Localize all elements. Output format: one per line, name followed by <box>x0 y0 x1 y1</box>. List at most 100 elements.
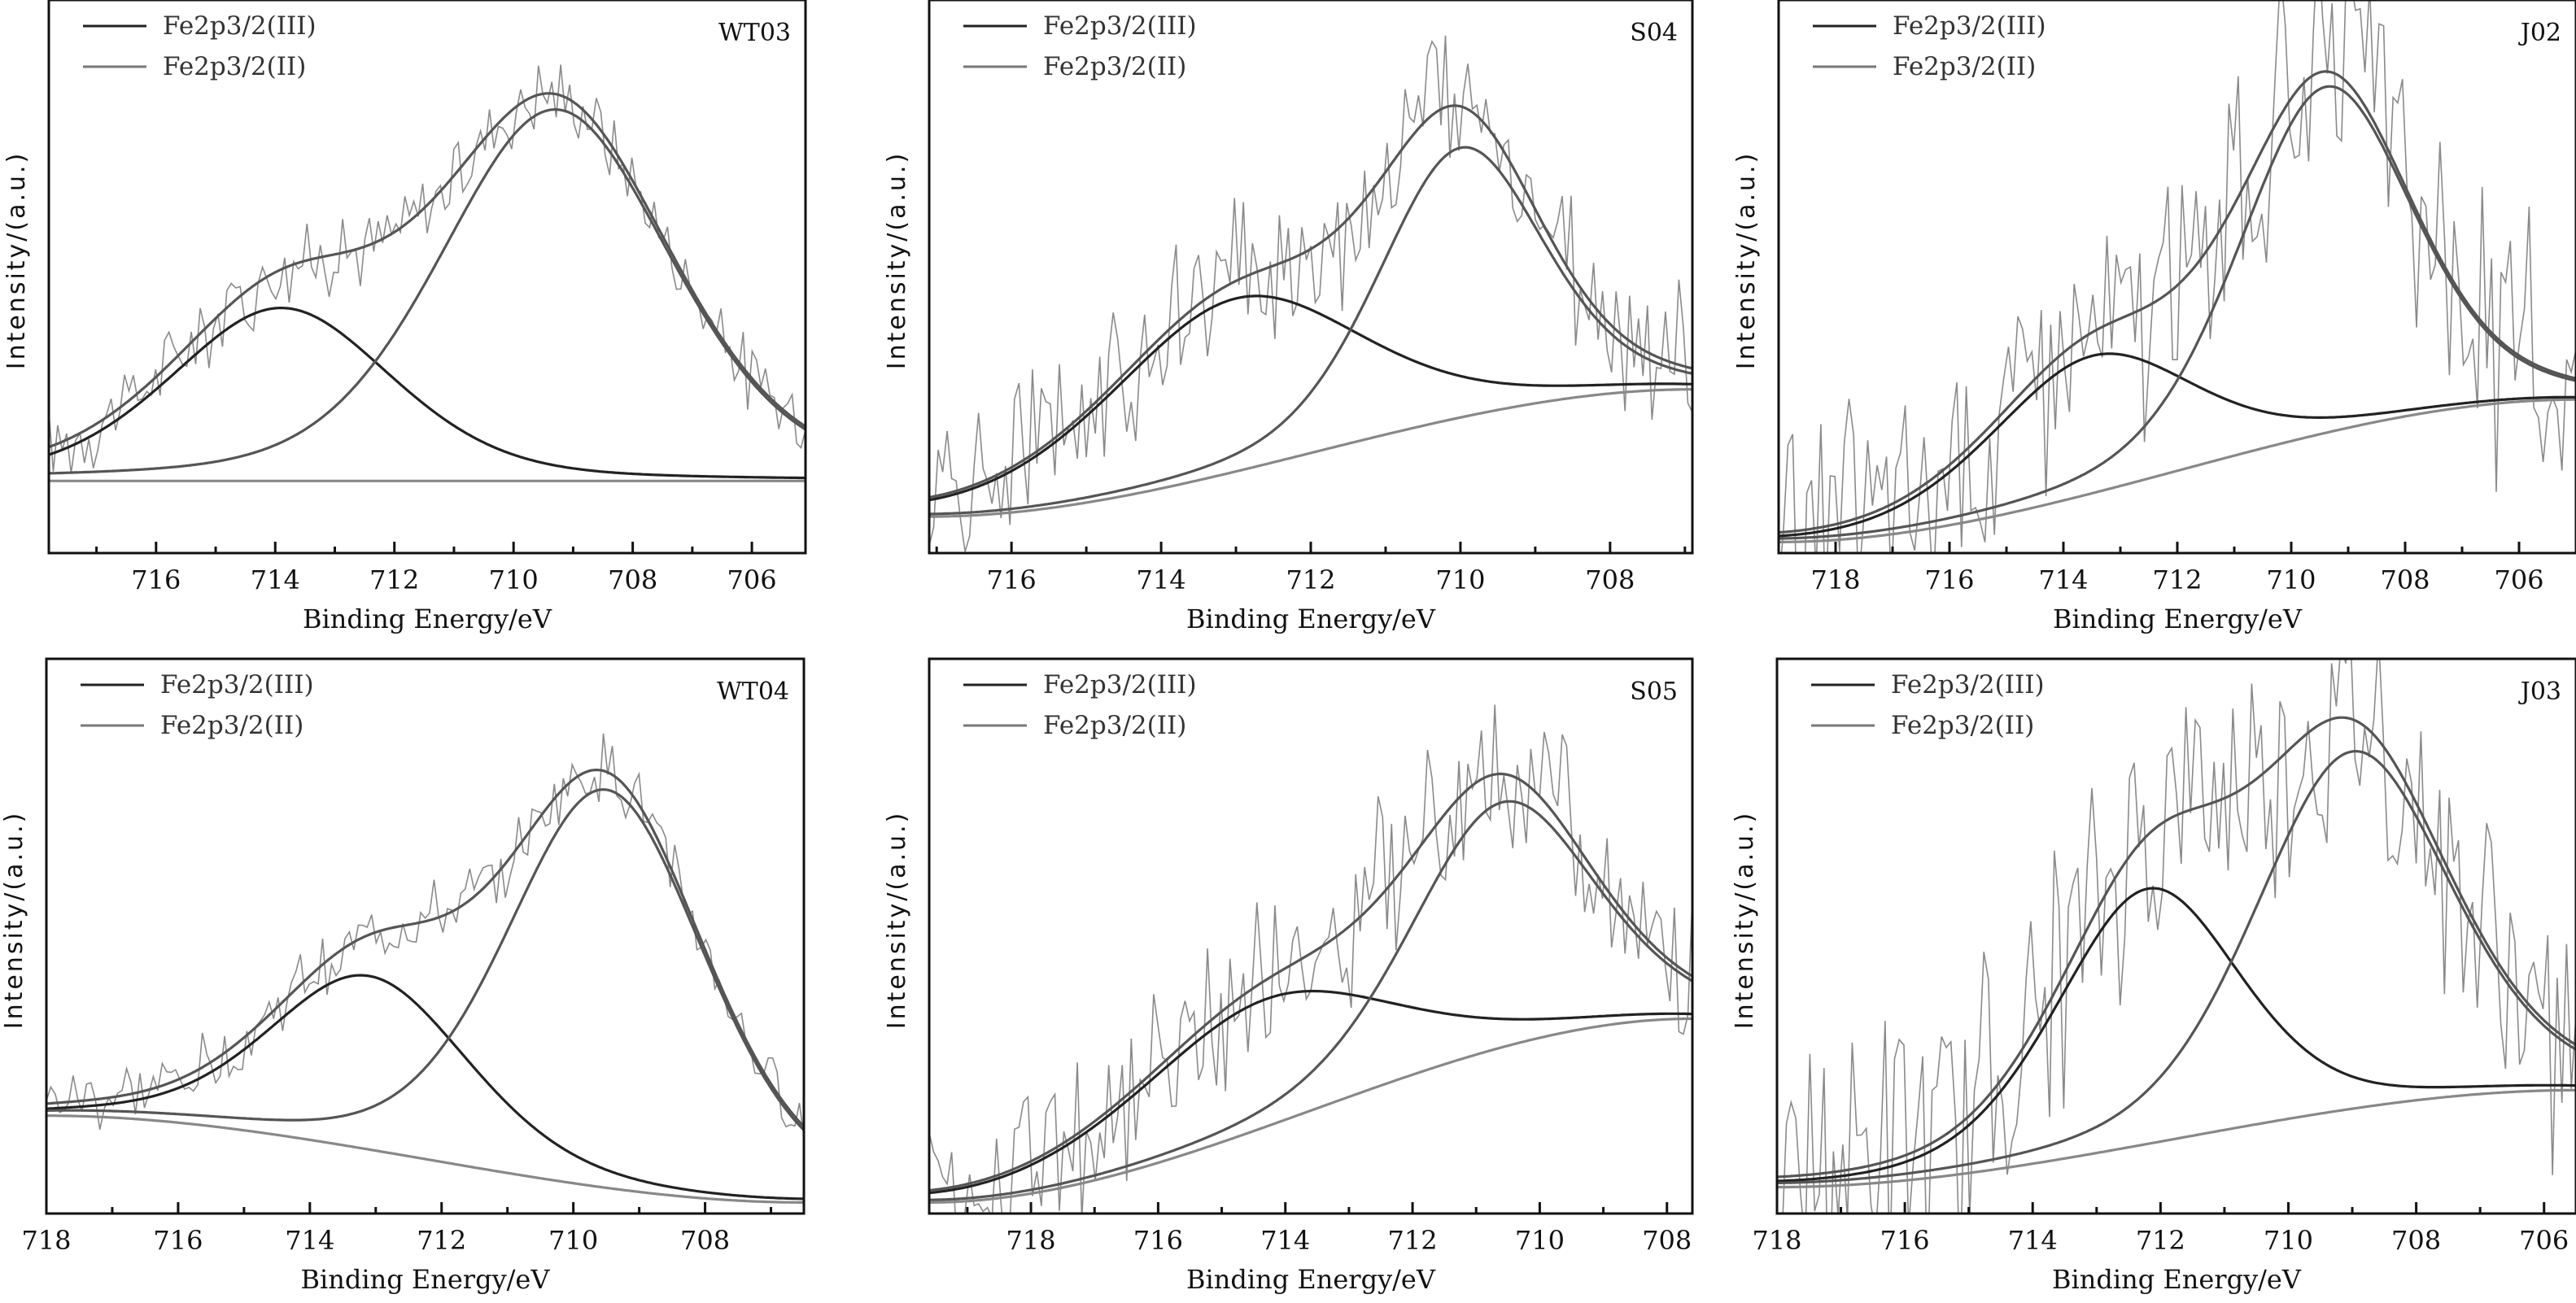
panel-s04: 716 714 712 710 708 Binding Energy/eV Intensit… <box>883 0 1694 634</box>
background-line <box>1779 398 2576 543</box>
fe3-component-line <box>1779 85 2576 540</box>
x-tick-label: 712 <box>1286 564 1335 595</box>
legend: Fe2p3/2(III) Fe2p3/2(II) <box>1813 11 2046 81</box>
panel-j03: 718 716 714 712 710 708 706 Binding Energy/eV In… <box>1731 657 2576 1295</box>
fe2-component-line <box>1779 352 2576 538</box>
legend-label: Fe2p3/2(III) <box>160 670 314 699</box>
fe3-component-line <box>49 107 806 475</box>
x-tick-label: 718 <box>1752 1225 1801 1256</box>
background-line <box>1777 1088 2576 1189</box>
plot-area <box>1779 0 2576 553</box>
x-tick-label: 714 <box>285 1225 334 1256</box>
legend-label: Fe2p3/2(II) <box>163 52 306 81</box>
legend-label: Fe2p3/2(II) <box>1891 711 2034 740</box>
x-tick-label: 710 <box>489 564 539 595</box>
fe3-component-line <box>929 146 1692 516</box>
x-axis-label: Binding Energy/eV <box>2052 1264 2302 1295</box>
legend-label: Fe2p3/2(III) <box>1893 11 2046 41</box>
y-axis-label: Intensity/(a.u.) <box>883 151 911 370</box>
background-line <box>46 1114 804 1204</box>
fe2-component-line <box>46 974 804 1201</box>
sample-label: J03 <box>2518 678 2561 706</box>
envelope-fit-line <box>1779 70 2576 534</box>
x-tick-label: 710 <box>2264 1225 2313 1256</box>
legend: Fe2p3/2(III) Fe2p3/2(II) <box>963 670 1197 740</box>
x-tick-label: 716 <box>1880 1225 1930 1256</box>
raw-spectrum-line <box>929 704 1692 1214</box>
x-tick-label: 710 <box>548 1225 598 1256</box>
fe2-component-line <box>49 307 806 480</box>
x-tick-label: 708 <box>2391 1225 2441 1256</box>
plot-area <box>1777 659 2576 1214</box>
x-axis-label: Binding Energy/eV <box>303 604 552 634</box>
plot-frame <box>1775 657 2576 1215</box>
panel-j02: 718 716 714 712 710 708 706 Binding Energy/eV In… <box>1732 0 2576 634</box>
envelope-fit-line <box>49 92 806 449</box>
x-tick-label: 710 <box>1435 564 1485 595</box>
legend-label: Fe2p3/2(III) <box>163 11 317 41</box>
x-tick-label: 710 <box>1515 1225 1565 1256</box>
legend: Fe2p3/2(III) Fe2p3/2(II) <box>1811 670 2045 740</box>
plot-area <box>46 733 804 1204</box>
background-line <box>929 388 1692 518</box>
x-tick-label: 714 <box>251 564 300 595</box>
plot-frame <box>928 0 1694 555</box>
legend-label: Fe2p3/2(II) <box>1893 52 2036 81</box>
x-tick-label: 716 <box>1133 1225 1183 1256</box>
plot-area <box>929 35 1692 552</box>
legend: Fe2p3/2(III) Fe2p3/2(II) <box>83 11 317 81</box>
x-axis-label: Binding Energy/eV <box>301 1264 551 1295</box>
x-tick-label: 718 <box>1006 1225 1056 1256</box>
raw-spectrum-line <box>46 733 804 1137</box>
fe3-component-line <box>46 788 804 1131</box>
legend-label: Fe2p3/2(III) <box>1891 670 2045 699</box>
fe3-component-line <box>1777 749 2576 1185</box>
y-axis-label: Intensity/(a.u.) <box>1732 151 1761 370</box>
fe2-component-line <box>929 989 1692 1195</box>
panel-s05: 718 716 714 712 710 708 Binding Energy/eV Inten… <box>883 657 1694 1295</box>
sample-label: S05 <box>1630 678 1678 706</box>
envelope-fit-line <box>1777 716 2576 1179</box>
legend: Fe2p3/2(III) Fe2p3/2(II) <box>963 11 1197 81</box>
legend-label: Fe2p3/2(III) <box>1043 670 1197 699</box>
plot-frame <box>928 657 1694 1215</box>
envelope-fit-line <box>929 104 1692 499</box>
x-tick-label: 712 <box>2152 564 2202 595</box>
x-tick-label: 708 <box>1642 1225 1692 1256</box>
raw-spectrum-line <box>1780 0 2576 553</box>
background-line <box>929 1017 1692 1204</box>
raw-spectrum-line <box>49 64 806 474</box>
x-axis-label: Binding Energy/eV <box>1186 604 1436 634</box>
raw-spectrum-line <box>1782 659 2576 1214</box>
x-tick-label: 706 <box>727 564 777 595</box>
plot-frame <box>45 657 806 1215</box>
legend-label: Fe2p3/2(II) <box>1043 52 1186 81</box>
x-tick-label: 706 <box>2519 1225 2569 1256</box>
x-tick-label: 706 <box>2494 564 2543 595</box>
x-tick-label: 714 <box>2008 1225 2058 1256</box>
x-tick-label: 712 <box>417 1225 466 1256</box>
y-axis-label: Intensity/(a.u.) <box>883 811 911 1030</box>
panel-wt03: 716 714 712 710 708 706 Binding Energy/eV Inten… <box>2 0 807 634</box>
x-tick-label: 718 <box>1810 564 1860 595</box>
legend-label: Fe2p3/2(II) <box>160 711 303 740</box>
x-tick-label: 714 <box>1260 1225 1310 1256</box>
envelope-fit-line <box>46 769 804 1128</box>
x-axis-label: Binding Energy/eV <box>2053 604 2303 634</box>
legend-label: Fe2p3/2(III) <box>1043 11 1197 41</box>
x-tick-label: 712 <box>1388 1225 1438 1256</box>
x-axis-label: Binding Energy/eV <box>1186 1264 1436 1295</box>
plot-area <box>929 704 1692 1214</box>
fe2-component-line <box>1777 887 2576 1183</box>
x-tick-label: 708 <box>2380 564 2430 595</box>
sample-label: J02 <box>2518 19 2561 47</box>
sample-label: WT03 <box>718 19 791 47</box>
legend-label: Fe2p3/2(II) <box>1043 711 1186 740</box>
x-tick-label: 716 <box>1924 564 1974 595</box>
x-tick-label: 714 <box>1137 564 1186 595</box>
x-tick-label: 718 <box>21 1225 71 1256</box>
x-tick-label: 714 <box>2038 564 2088 595</box>
y-axis-label: Intensity/(a.u.) <box>2 151 31 370</box>
